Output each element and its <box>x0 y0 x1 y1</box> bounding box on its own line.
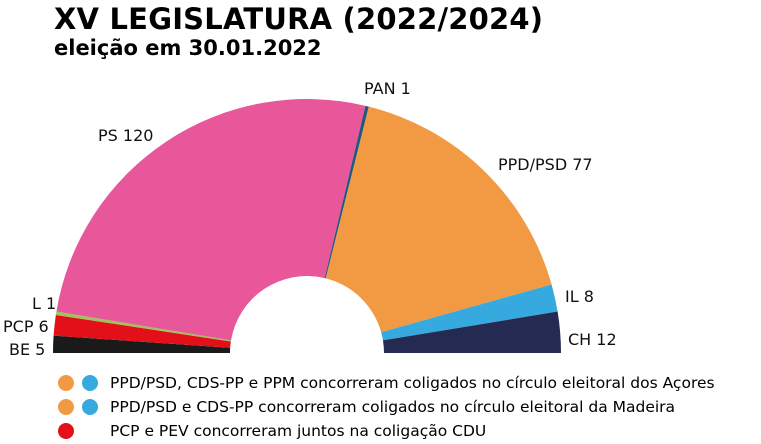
footnote-text: PPD/PSD, CDS-PP e PPM concorreram coliga… <box>110 374 715 392</box>
label-ps: PS 120 <box>98 126 153 145</box>
il-dot-icon <box>82 375 98 391</box>
slice-ch <box>382 311 561 353</box>
label-be: BE 5 <box>9 340 45 359</box>
slice-il <box>381 284 558 341</box>
label-ppd-psd: PPD/PSD 77 <box>498 155 593 174</box>
psd-dot-icon <box>58 375 74 391</box>
slice-ps <box>56 99 366 341</box>
label-ch: CH 12 <box>568 330 617 349</box>
slice-pcp <box>53 314 231 348</box>
slice-ppd-psd <box>325 106 552 333</box>
footnote-text: PCP e PEV concorreram juntos na coligaçã… <box>110 422 487 440</box>
slice-be <box>53 335 231 353</box>
label-il: IL 8 <box>565 287 594 306</box>
label-pcp: PCP 6 <box>3 317 49 336</box>
slice-pan <box>324 105 369 279</box>
footnote-text: PPD/PSD e CDS-PP concorreram coligados n… <box>110 398 676 416</box>
label-l: L 1 <box>32 294 56 313</box>
chart-subtitle: eleição em 30.01.2022 <box>54 36 322 60</box>
chart-title: XV LEGISLATURA (2022/2024) <box>54 2 544 36</box>
slice-l <box>55 311 232 342</box>
pcp-dot-icon <box>58 423 74 439</box>
label-pan: PAN 1 <box>364 79 411 98</box>
il-dot-icon <box>82 399 98 415</box>
psd-dot-icon <box>58 399 74 415</box>
